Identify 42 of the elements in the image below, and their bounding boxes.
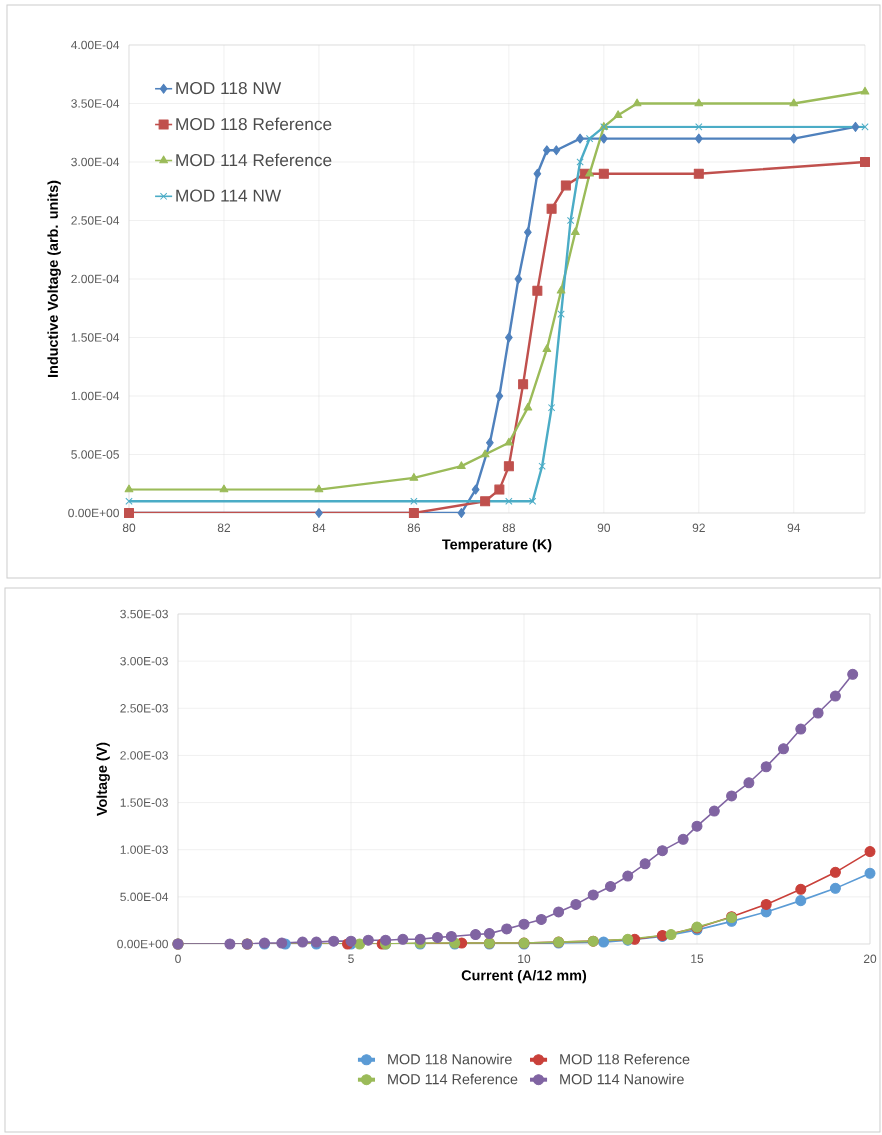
x-tick-label: 94 (787, 523, 801, 533)
y-tick-label: 3.00E-04 (71, 157, 120, 167)
y-tick-label: 1.50E-03 (120, 798, 168, 807)
x-tick-label: 20 (863, 954, 877, 964)
legend-label: MOD 118 Reference (560, 1053, 690, 1065)
x-tick-label: 88 (502, 523, 516, 533)
y-tick-label: 3.00E-03 (120, 656, 168, 666)
x-tick-label: 82 (217, 523, 231, 533)
y-tick-label: 4.00E-04 (71, 40, 120, 50)
y-tick-label: 2.00E-03 (120, 751, 168, 760)
legend-label: MOD 118 NW (176, 81, 282, 95)
y-axis-title: Inductive Voltage (arb. units) (47, 180, 61, 377)
y-tick-label: 2.00E-04 (71, 274, 120, 284)
x-tick-label: 15 (691, 954, 704, 963)
legend-label: MOD 114 NW (176, 189, 282, 202)
y-tick-label: 3.50E-04 (71, 99, 120, 108)
y-tick-label: 1.50E-04 (71, 333, 120, 342)
legend-label: MOD 114 Reference (176, 153, 332, 167)
x-axis-title: Temperature (K) (442, 538, 552, 553)
x-tick-label: 90 (597, 523, 611, 533)
y-tick-label: 2.50E-03 (120, 704, 168, 713)
y-tick-label: 0.00E+00 (68, 508, 119, 518)
x-tick-label: 10 (518, 954, 531, 964)
y-tick-label: 2.50E-04 (71, 216, 120, 225)
y-tick-label: 5.00E-04 (120, 892, 169, 902)
legend-label: MOD 118 Reference (176, 117, 332, 131)
x-tick-label: 80 (122, 523, 136, 533)
legend-label: MOD 114 Reference (388, 1073, 518, 1085)
y-tick-label: 1.00E-04 (71, 391, 120, 401)
x-tick-label: 92 (692, 523, 705, 533)
y-axis-title: Voltage (V) (96, 742, 110, 816)
legend-label: MOD 114 Nanowire (560, 1073, 684, 1085)
y-tick-label: 0.00E+00 (117, 939, 168, 949)
x-tick-label: 5 (348, 954, 354, 963)
x-tick-label: 0 (175, 954, 181, 964)
x-tick-label: 84 (312, 523, 326, 533)
y-tick-label: 3.50E-03 (120, 609, 168, 619)
y-tick-label: 5.00E-05 (71, 450, 119, 459)
legend-label: MOD 118 Nanowire (388, 1053, 512, 1065)
x-tick-label: 86 (407, 523, 421, 533)
y-tick-label: 1.00E-03 (120, 845, 168, 854)
x-axis-title: Current (A/12 mm) (461, 969, 587, 984)
